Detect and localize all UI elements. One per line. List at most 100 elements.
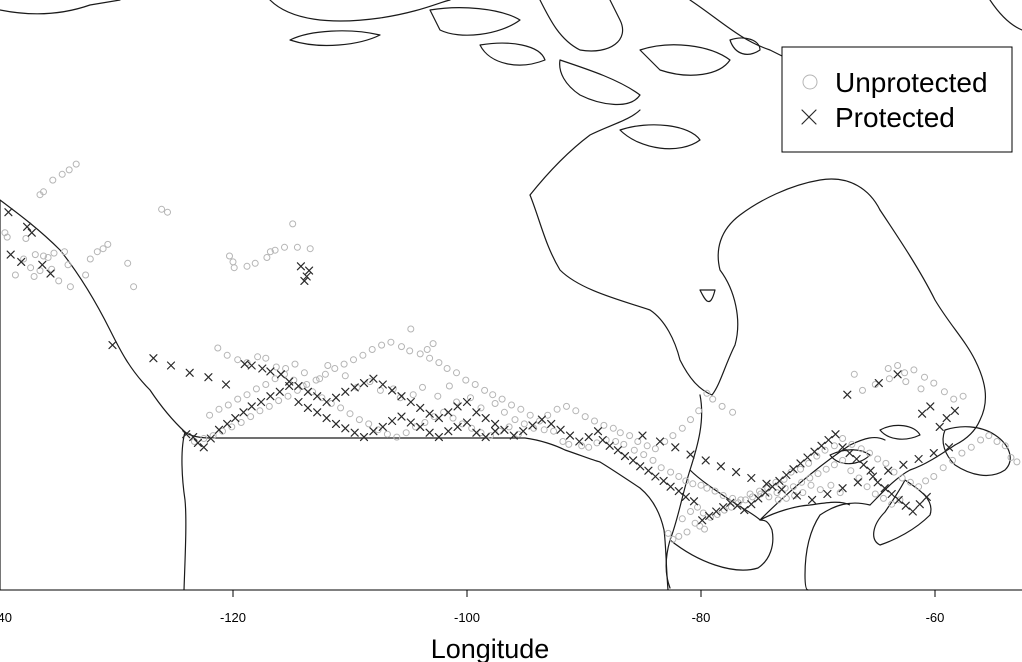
unprotected-point (917, 385, 925, 393)
protected-point (331, 393, 341, 402)
unprotected-point (572, 407, 580, 415)
unprotected-point (789, 483, 797, 491)
protected-point (777, 485, 786, 494)
coastlines (0, 0, 1022, 591)
protected-point (108, 341, 117, 350)
unprotected-point (675, 532, 683, 540)
protected-point (397, 412, 406, 421)
legend-protected-label: Protected (835, 102, 955, 133)
unprotected-point (703, 484, 711, 492)
unprotected-point (620, 440, 628, 448)
protected-point (628, 456, 638, 465)
protected-point (674, 487, 683, 496)
protected-point (950, 406, 960, 415)
unprotected-point (703, 389, 711, 397)
protected-point (416, 403, 425, 412)
unprotected-point (282, 365, 290, 372)
protected-point (810, 447, 819, 456)
protected-point (266, 367, 275, 376)
protected-point (644, 466, 653, 475)
protected-point (565, 431, 575, 440)
protected-point (416, 422, 425, 431)
protected-point (719, 503, 728, 512)
protected-point (46, 269, 55, 278)
protected-point (915, 500, 924, 509)
protected-point (185, 368, 194, 377)
protected-point (193, 438, 202, 447)
protected-point (303, 403, 312, 412)
unprotected-point (678, 515, 686, 523)
protected-point (712, 507, 721, 516)
unprotected-point (471, 381, 479, 388)
unprotected-point (281, 243, 288, 251)
protected-point (701, 456, 710, 465)
unprotected-point (327, 400, 335, 407)
protected-point (247, 361, 256, 370)
unprotected-point (939, 464, 947, 472)
unprotected-point (798, 478, 806, 486)
unprotected-point (882, 459, 890, 467)
unprotected-point (435, 359, 443, 367)
protected-point (322, 414, 331, 423)
unprotected-point (252, 385, 260, 393)
unprotected-point (402, 429, 410, 437)
unprotected-point (949, 456, 956, 464)
protected-point (908, 507, 917, 516)
unprotected-point (275, 397, 283, 405)
unprotected-point (896, 496, 904, 504)
protected-point (350, 428, 359, 437)
unprotected-point (303, 381, 311, 388)
protected-point (239, 408, 248, 417)
unprotected-point (40, 252, 47, 260)
protected-point (189, 433, 198, 442)
unprotected-point (1013, 458, 1021, 466)
unprotected-point (36, 267, 44, 275)
protected-point (444, 427, 453, 436)
unprotected-point (922, 477, 930, 485)
unprotected-point (3, 233, 11, 241)
unprotected-point (30, 273, 38, 280)
unprotected-point (72, 160, 80, 168)
unprotected-point (950, 395, 958, 403)
protected-point (425, 409, 434, 418)
unprotected-point (22, 235, 30, 242)
legend-protected-marker (801, 109, 817, 125)
unprotected-point (1007, 454, 1015, 461)
unprotected-point (293, 243, 301, 251)
unprotected-point (1001, 442, 1009, 450)
unprotected-point (331, 365, 339, 372)
political-borders (0, 200, 851, 591)
unprotected-point (553, 405, 561, 413)
unprotected-point (850, 370, 858, 378)
protected-point (817, 441, 826, 450)
unprotected-point (393, 433, 401, 441)
unprotected-point (421, 419, 429, 426)
protected-point (300, 276, 309, 285)
protected-point (852, 454, 861, 464)
x-tick-label: -140 (0, 610, 12, 625)
unprotected-point (130, 283, 138, 291)
unprotected-point (36, 191, 44, 199)
protected-point (726, 498, 735, 507)
protected-point (231, 414, 240, 423)
unprotected-point (365, 420, 373, 428)
unprotected-point (921, 373, 928, 381)
unprotected-point (284, 392, 292, 400)
unprotected-point (254, 353, 262, 361)
protected-point (754, 494, 763, 503)
unprotected-point (977, 436, 985, 444)
unprotected-point (813, 452, 821, 460)
unprotected-point (915, 483, 923, 491)
protected-point (257, 397, 266, 407)
protected-point (636, 462, 645, 471)
unprotected-point (64, 261, 72, 269)
protected-point (831, 430, 840, 439)
protected-point (266, 392, 275, 401)
unprotected-point (229, 258, 237, 266)
unprotected-point (669, 432, 677, 440)
unprotected-point (359, 351, 367, 359)
unprotected-point (765, 493, 773, 501)
protected-point (425, 428, 434, 437)
protected-point (305, 266, 314, 275)
unprotected-point (467, 394, 474, 402)
